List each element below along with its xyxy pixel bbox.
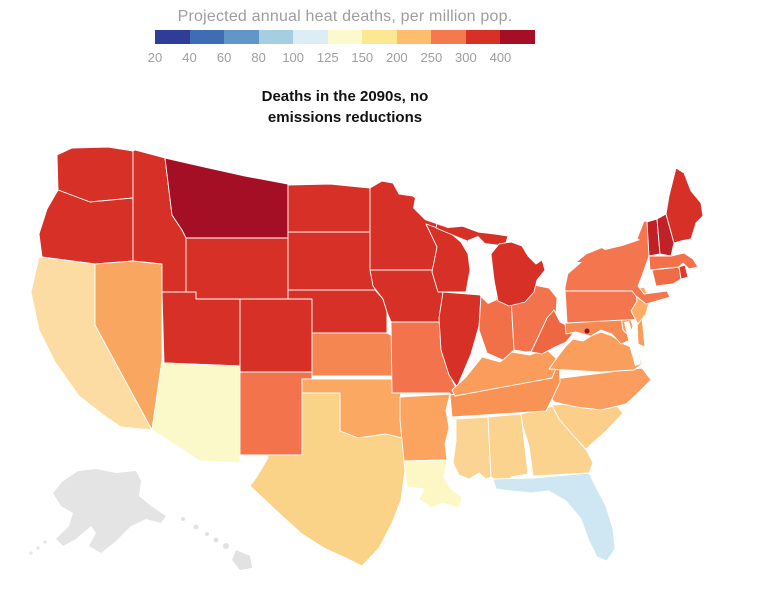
lake-erie <box>540 262 582 288</box>
state-texas[interactable] <box>249 392 406 567</box>
legend-swatch <box>362 30 397 44</box>
lake-huron <box>508 222 545 248</box>
state-hawaii-island[interactable] <box>213 537 219 543</box>
color-scale-tick-labels: 20 40 60 80 100 125 150 200 250 300 400 <box>148 50 535 66</box>
legend-tick-label: 60 <box>216 50 232 65</box>
legend-tick-label: 80 <box>251 50 266 65</box>
state-kansas[interactable] <box>311 332 401 377</box>
legend-swatch <box>396 30 432 44</box>
lake-michigan <box>468 236 497 304</box>
state-alaska[interactable] <box>53 469 166 553</box>
state-colorado[interactable] <box>239 298 313 373</box>
lake-superior <box>413 192 508 232</box>
state-wisconsin[interactable] <box>425 223 471 293</box>
legend-tick-label: 150 <box>351 50 374 65</box>
state-louisiana[interactable] <box>403 459 463 509</box>
state-mississippi[interactable] <box>452 416 492 480</box>
state-hawaii-island[interactable] <box>181 517 185 521</box>
state-district-of-columbia[interactable] <box>584 328 590 334</box>
state-north-dakota[interactable] <box>287 183 371 233</box>
state-arizona[interactable] <box>151 359 241 464</box>
legend-swatch <box>465 30 501 44</box>
legend-tick-label: 250 <box>420 50 443 65</box>
state-south-dakota[interactable] <box>287 231 376 291</box>
state-wyoming[interactable] <box>185 237 289 300</box>
legend-tick-label: 20 <box>147 50 163 65</box>
color-scale-legend <box>155 30 536 44</box>
state-montana[interactable] <box>164 157 289 239</box>
state-massachusetts[interactable] <box>648 252 699 271</box>
state-hawaii-island[interactable] <box>205 532 209 536</box>
state-north-carolina[interactable] <box>545 367 652 411</box>
state-new-mexico[interactable] <box>239 371 313 456</box>
state-maine[interactable] <box>665 167 704 244</box>
scenario-subtitle-line1: Deaths in the 2090s, no <box>261 88 429 105</box>
state-connecticut[interactable] <box>651 266 682 287</box>
legend-tick-label: 300 <box>455 50 477 65</box>
lake-ontario <box>598 235 640 250</box>
legend-tick-label: 125 <box>316 50 339 65</box>
legend-tick-label: 200 <box>385 50 408 65</box>
legend-tick-label: 40 <box>182 50 197 65</box>
legend-swatch <box>258 30 294 44</box>
state-hawaii-island[interactable] <box>193 524 199 530</box>
state-michigan[interactable] <box>490 241 546 307</box>
legend-swatch <box>224 30 259 44</box>
state-hawaii-big-island[interactable] <box>232 550 252 570</box>
legend-swatch <box>431 30 466 44</box>
alaska-aleutian-island <box>29 551 33 555</box>
legend-swatch <box>327 30 363 44</box>
legend-swatch <box>189 30 225 44</box>
legend-tick-label: 100 <box>282 50 305 65</box>
scenario-subtitle: Deaths in the 2090s, no emissions reduct… <box>150 86 540 128</box>
chesapeake-bay <box>624 321 641 366</box>
legend-swatch <box>500 30 536 44</box>
state-rhode-island[interactable] <box>678 264 689 280</box>
state-florida[interactable] <box>492 472 616 562</box>
state-arkansas[interactable] <box>399 393 451 462</box>
alaska-aleutian-island <box>36 546 40 550</box>
state-oregon[interactable] <box>38 189 134 265</box>
alaska-aleutian-island <box>43 540 47 544</box>
state-kentucky[interactable] <box>451 348 560 397</box>
legend-tick-label: 400 <box>489 50 512 65</box>
scenario-subtitle-line2: emissions reductions <box>267 109 423 126</box>
state-new-hampshire[interactable] <box>656 213 675 257</box>
state-hawaii-island[interactable] <box>223 543 229 549</box>
legend-swatch <box>293 30 328 44</box>
chart-title: Projected annual heat deaths, per millio… <box>177 8 513 25</box>
state-alabama[interactable] <box>487 413 529 486</box>
legend-swatch <box>155 30 190 44</box>
state-utah[interactable] <box>161 291 241 367</box>
